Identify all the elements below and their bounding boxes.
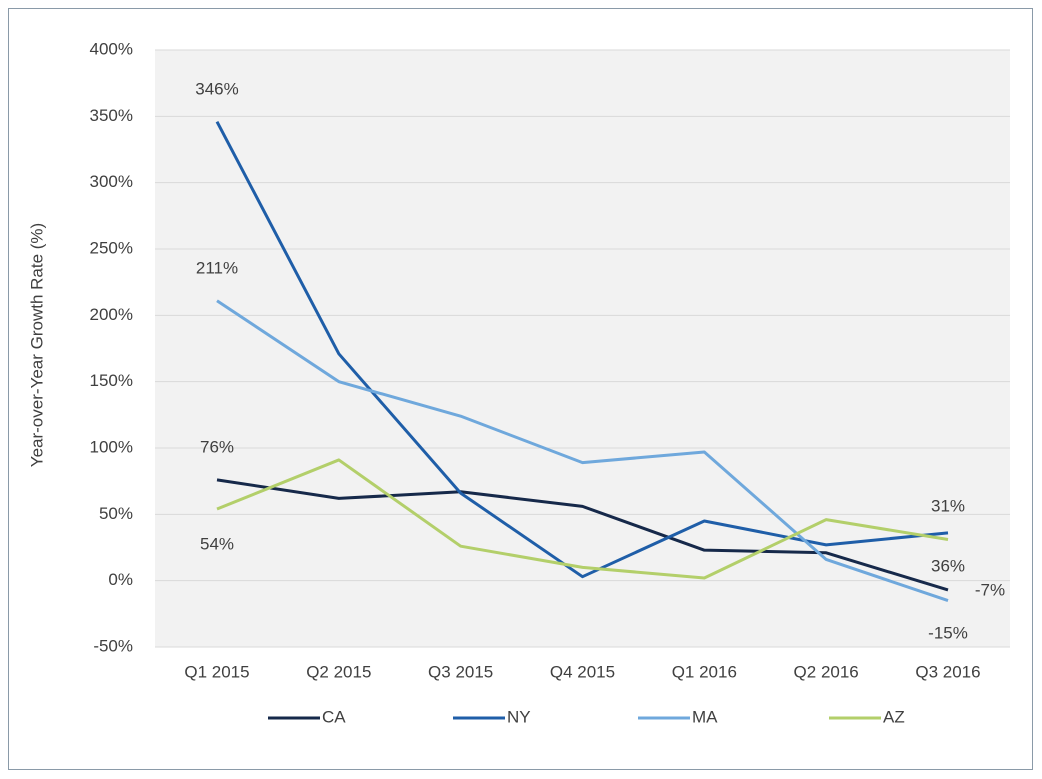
data-label: 346% xyxy=(195,79,238,98)
legend-label: AZ xyxy=(883,707,905,726)
series-line xyxy=(216,458,949,580)
series-line xyxy=(216,299,949,602)
y-tick-label: -50% xyxy=(93,636,133,655)
data-label: 76% xyxy=(200,437,234,456)
y-tick-label: 200% xyxy=(90,305,133,324)
y-tick-label: 50% xyxy=(99,504,133,523)
y-tick-label: 350% xyxy=(90,106,133,125)
data-label: 211% xyxy=(196,258,238,277)
data-label: -15% xyxy=(928,623,968,642)
legend-label: MA xyxy=(692,707,718,726)
x-tick-label: Q3 2016 xyxy=(915,662,980,681)
data-label: -7% xyxy=(975,580,1005,599)
data-label: 31% xyxy=(931,496,965,515)
plot-area xyxy=(155,50,1010,647)
series-line xyxy=(216,478,949,592)
x-tick-label: Q2 2016 xyxy=(794,662,859,681)
data-label: 54% xyxy=(200,534,234,553)
legend-label: CA xyxy=(322,707,346,726)
y-tick-label: 100% xyxy=(90,437,133,456)
y-tick-label: 0% xyxy=(108,570,133,589)
y-axis-title: Year-over-Year Growth Rate (%) xyxy=(27,223,46,467)
y-tick-label: 250% xyxy=(90,238,133,257)
y-tick-label: 150% xyxy=(90,371,133,390)
x-tick-label: Q4 2015 xyxy=(550,662,615,681)
y-tick-label: 400% xyxy=(90,39,133,58)
data-label: 36% xyxy=(931,556,965,575)
series-line xyxy=(215,120,949,579)
x-tick-label: Q1 2015 xyxy=(184,662,249,681)
x-tick-label: Q1 2016 xyxy=(672,662,737,681)
y-tick-label: 300% xyxy=(90,172,133,191)
x-tick-label: Q2 2015 xyxy=(306,662,371,681)
legend-label: NY xyxy=(507,707,531,726)
x-tick-label: Q3 2015 xyxy=(428,662,493,681)
